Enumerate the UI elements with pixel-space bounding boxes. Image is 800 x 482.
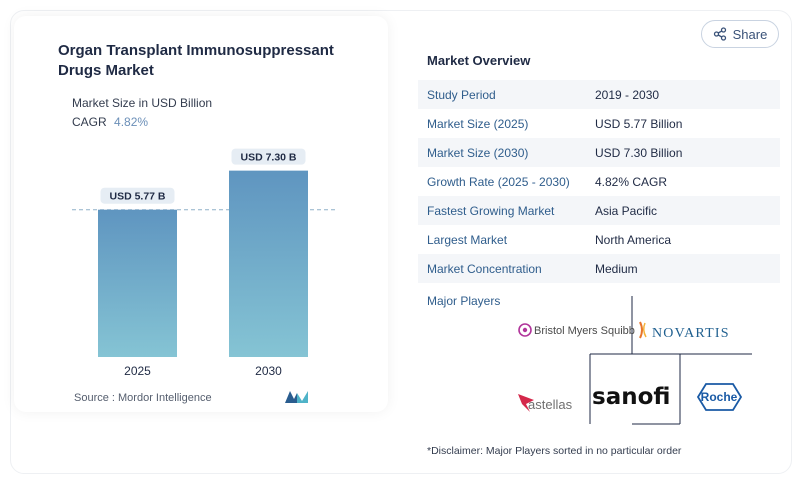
sanofi-logo: sanofi (592, 384, 670, 410)
novartis-logo: NOVARTIS (639, 321, 730, 341)
data-label: USD 5.77 B (109, 191, 165, 203)
roche-logo: Roche (696, 383, 743, 411)
overview-row: Growth Rate (2025 - 2030) 4.82% CAGR (418, 167, 780, 196)
astellas-logo-text: astellas (528, 397, 573, 412)
overview-row-value: USD 7.30 Billion (595, 145, 683, 160)
overview-row: Market Size (2025) USD 5.77 Billion (418, 109, 780, 138)
x-tick-label: 2030 (255, 364, 282, 378)
overview-row-key: Market Concentration (427, 261, 542, 276)
overview-row-value: 4.82% CAGR (595, 174, 668, 189)
chart-title: Organ Transplant Immunosuppressant Drugs… (58, 42, 334, 79)
sanofi-logo-text: sanofi (592, 384, 670, 410)
bms-logo-text: Bristol Myers Squibb (534, 325, 635, 337)
overview-row: Market Size (2030) USD 7.30 Billion (418, 138, 780, 167)
novartis-logo-text: NOVARTIS (652, 326, 730, 341)
overview-row-value: 2019 - 2030 (595, 87, 660, 102)
overview-row-value: North America (595, 232, 672, 247)
roche-logo-text: Roche (701, 390, 738, 404)
chart-subtitle: Market Size in USD Billion (72, 96, 213, 110)
major-players-logos: Bristol Myers Squibb NOVARTIS astellas s… (518, 296, 752, 425)
overview-row-key: Market Size (2025) (427, 116, 529, 131)
overview-row-key: Market Size (2030) (427, 145, 529, 160)
overview-row: Market Concentration Medium (418, 254, 780, 283)
bar (98, 209, 177, 357)
bar-chart: USD 5.77 B 2025 USD 7.30 B 2030 (72, 148, 338, 378)
overview-row-value: Medium (595, 261, 638, 276)
data-label: USD 7.30 B (240, 152, 296, 164)
overview-row-key: Largest Market (427, 232, 508, 247)
share-label: Share (732, 26, 768, 42)
major-players-label: Major Players (427, 294, 501, 308)
data-label-pill (100, 187, 175, 204)
overview-row-value: USD 5.77 Billion (595, 116, 683, 131)
share-icon (713, 27, 726, 41)
overview-row: Fastest Growing Market Asia Pacific (418, 196, 780, 225)
chart-panel (14, 16, 388, 412)
astellas-logo: astellas (518, 394, 573, 412)
overview-row-key: Study Period (427, 87, 496, 102)
source-text: Source : Mordor Intelligence (74, 392, 212, 404)
cagr-label: CAGR (72, 115, 107, 129)
disclaimer-text: *Disclaimer: Major Players sorted in no … (427, 445, 682, 457)
bms-logo: Bristol Myers Squibb (518, 323, 635, 337)
bar (229, 170, 308, 357)
cagr-value: 4.82% (114, 115, 149, 129)
x-tick-label: 2025 (124, 364, 151, 378)
overview-row: Largest Market North America (418, 225, 780, 254)
data-label-pill (231, 148, 306, 165)
overview-row-key: Growth Rate (2025 - 2030) (427, 174, 570, 189)
overview-table: Study Period 2019 - 2030 Market Size (2025… (418, 80, 780, 283)
overview-row-key: Fastest Growing Market (427, 203, 555, 218)
cagr-line: CAGR 4.82% (72, 115, 148, 129)
mordor-intelligence-logo (285, 391, 308, 403)
overview-row: Study Period 2019 - 2030 (418, 80, 780, 109)
overview-title: Market Overview (427, 53, 531, 68)
overview-row-value: Asia Pacific (595, 203, 658, 218)
share-button[interactable]: Share (701, 20, 779, 48)
